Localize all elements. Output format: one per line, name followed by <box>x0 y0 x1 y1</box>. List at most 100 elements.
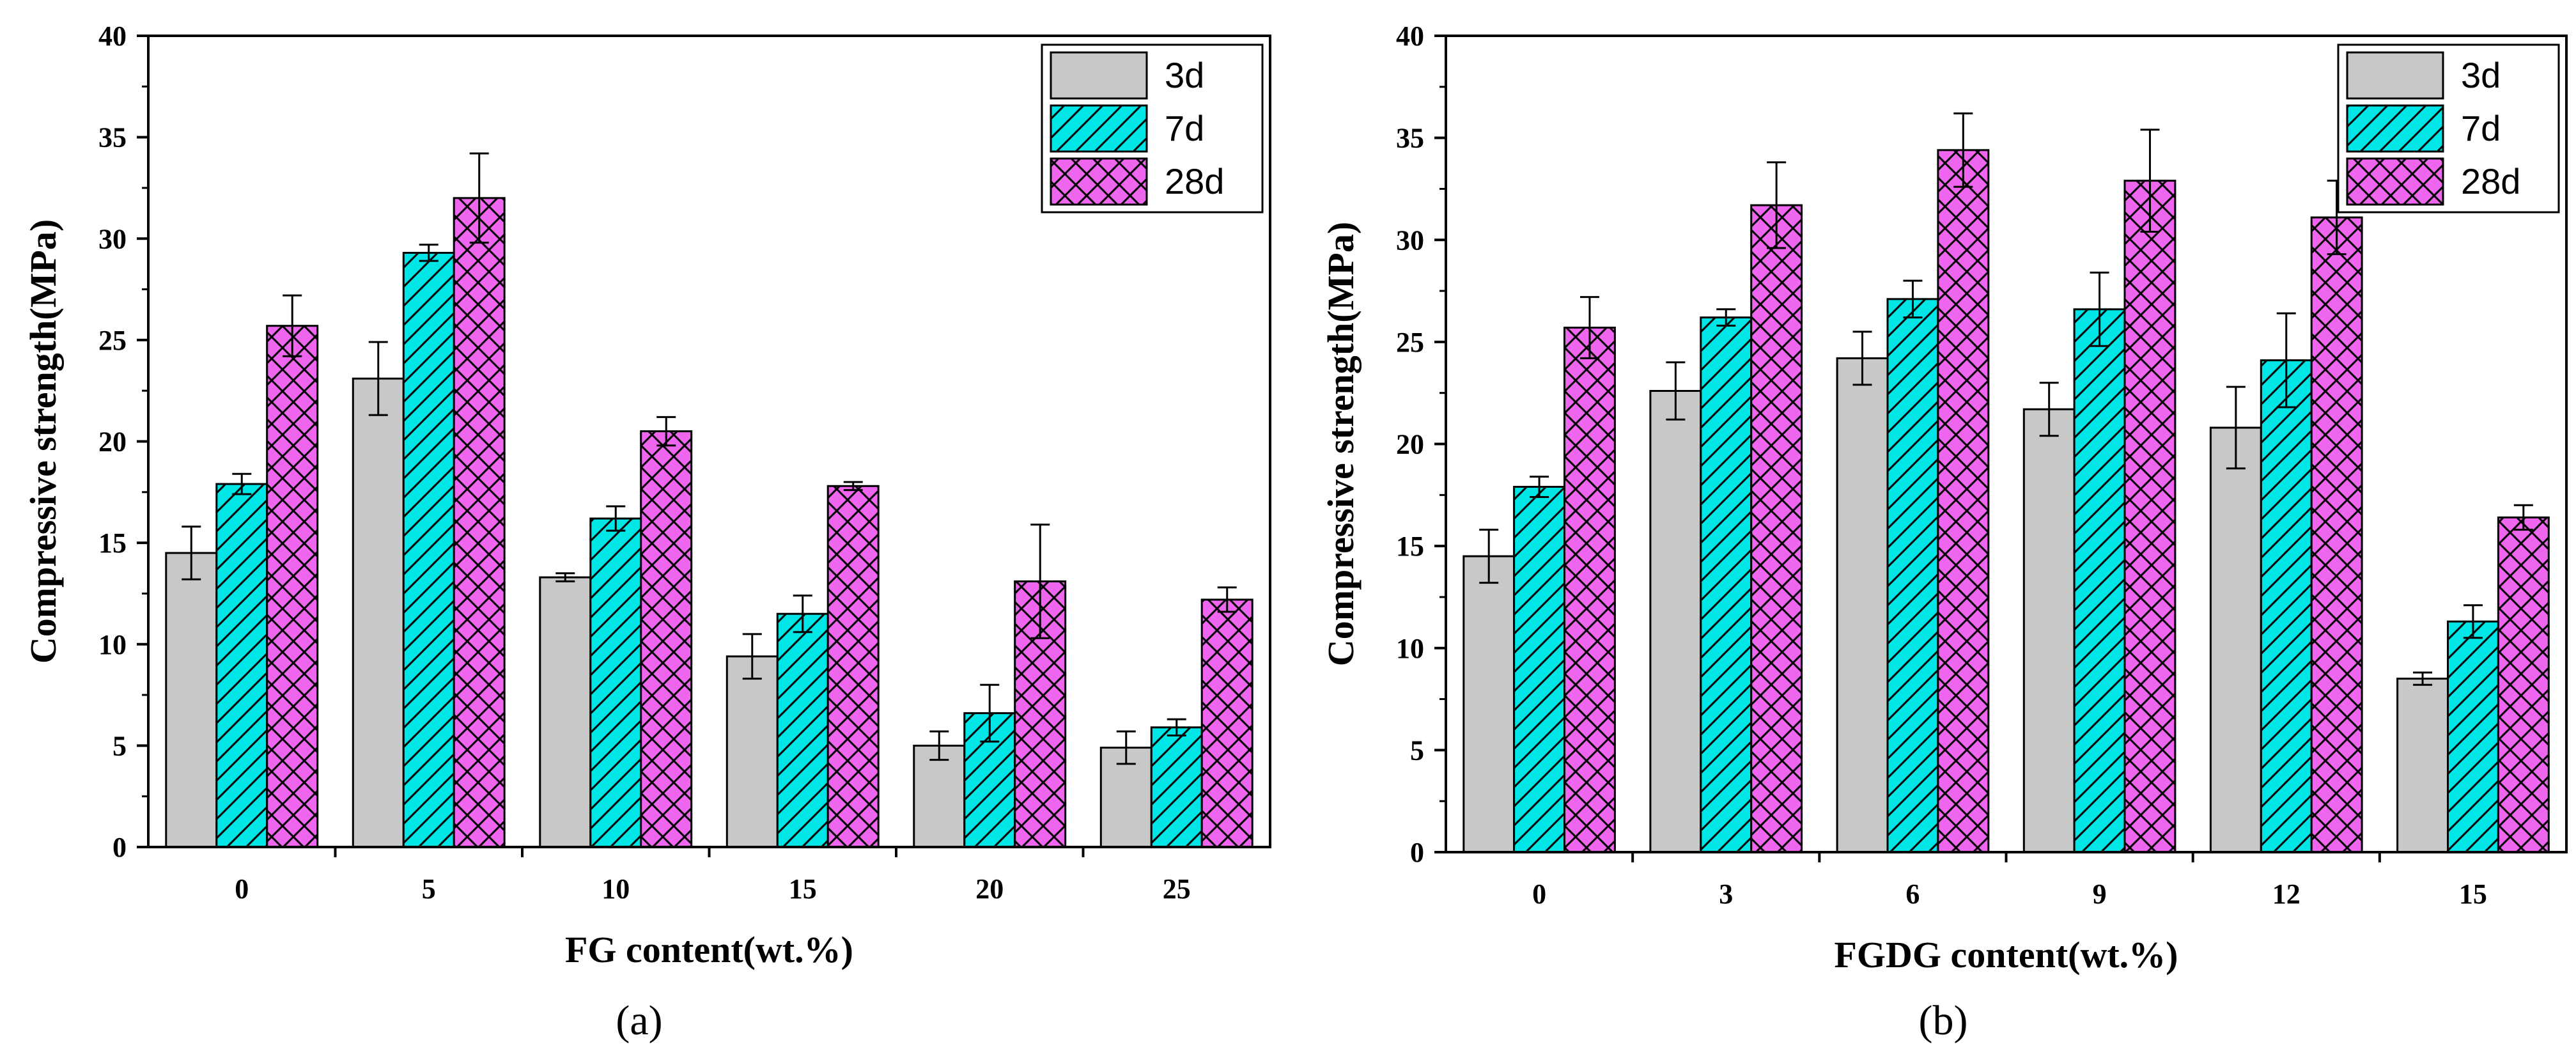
error-bar-3d-20 <box>929 730 949 761</box>
error-bar-3d-0 <box>1479 529 1499 584</box>
error-bar-28d-20 <box>1030 524 1050 639</box>
axes-layer <box>1434 35 2568 862</box>
y-tick-label: 5 <box>113 730 127 761</box>
bar-28d-25 <box>1200 598 1253 848</box>
error-bars-layer <box>1479 112 2533 686</box>
chart-panel-b: 0 5 10 15 20 25 30 35 40 0 3 6 9 12 15 3d 7d 28d FGDG c… <box>1320 20 2568 1044</box>
x-tick-label: 0 <box>235 873 249 905</box>
y-axis-label: Compressive strength(MPa) <box>22 219 64 664</box>
bar-7d-25 <box>1150 726 1203 848</box>
y-tick-label: 35 <box>98 122 127 153</box>
legend-swatch-28d <box>1050 157 1148 206</box>
error-bar-28d-3 <box>1767 161 1787 249</box>
bar-7d-0 <box>1513 486 1566 853</box>
bar-7d-9 <box>2073 308 2126 853</box>
bar-28d-0 <box>266 325 319 848</box>
panel-caption: (b) <box>1919 997 1968 1044</box>
bar-28d-10 <box>640 430 693 848</box>
y-tick-label: 25 <box>1396 327 1424 358</box>
x-tick-label: 20 <box>975 873 1004 905</box>
legend-label-7d: 7d <box>1165 108 1204 148</box>
error-bar-3d-5 <box>368 341 388 416</box>
error-bar-28d-0 <box>1579 296 1599 359</box>
y-tick-labels: 0 5 10 15 20 25 30 35 40 <box>1396 20 1424 868</box>
panel-caption: (a) <box>616 997 662 1044</box>
x-tick-label: 25 <box>1163 873 1191 905</box>
y-tick-label: 10 <box>98 629 127 660</box>
x-tick-label: 9 <box>2093 878 2107 910</box>
bar-3d-15 <box>2396 678 2449 853</box>
bar-7d-3 <box>1700 316 1753 853</box>
y-tick-label: 15 <box>1396 531 1424 562</box>
x-axis-label: FG content(wt.%) <box>565 929 853 970</box>
bar-28d-6 <box>1937 149 1990 853</box>
error-bar-28d-25 <box>1217 586 1237 613</box>
bar-7d-6 <box>1886 298 1939 853</box>
y-axis-label: Compressive strength(MPa) <box>1320 222 1362 666</box>
error-bar-7d-20 <box>980 683 1000 743</box>
error-bar-28d-15 <box>2513 504 2533 531</box>
error-bar-28d-5 <box>469 152 489 244</box>
error-bar-7d-10 <box>606 505 626 532</box>
legend-label-28d: 28d <box>1165 161 1224 201</box>
bar-3d-20 <box>913 744 966 848</box>
bar-7d-15 <box>776 612 829 848</box>
error-bar-7d-5 <box>419 244 438 262</box>
bar-3d-0 <box>1463 555 1516 853</box>
legend-swatch-7d <box>2346 104 2444 153</box>
bar-3d-9 <box>2022 408 2076 853</box>
bar-3d-10 <box>539 576 592 848</box>
error-bar-3d-12 <box>2226 385 2246 470</box>
error-bars-layer <box>182 152 1237 765</box>
legend-swatch-3d <box>1050 51 1148 100</box>
bar-7d-0 <box>215 483 268 848</box>
bar-3d-5 <box>352 377 405 848</box>
error-bar-28d-9 <box>2140 128 2160 233</box>
y-tick-label: 40 <box>1396 20 1424 52</box>
y-tick-label: 35 <box>1396 123 1424 154</box>
error-bar-28d-10 <box>656 416 676 447</box>
bar-3d-15 <box>725 655 779 848</box>
y-tick-label: 0 <box>1410 837 1424 868</box>
bar-28d-0 <box>1563 327 1616 853</box>
legend-label-3d: 3d <box>1165 55 1204 95</box>
error-bar-7d-15 <box>793 595 812 634</box>
error-bar-7d-9 <box>2090 271 2109 347</box>
bar-7d-15 <box>2447 620 2499 853</box>
legend-label-3d: 3d <box>2461 55 2501 95</box>
error-bar-28d-15 <box>843 481 863 492</box>
bars-layer <box>1463 149 2550 853</box>
bars-layer <box>165 197 1253 848</box>
x-tick-labels: 0 5 10 15 20 25 <box>235 873 1191 905</box>
y-tick-label: 0 <box>113 832 127 863</box>
error-bar-3d-9 <box>2039 382 2059 437</box>
bar-28d-9 <box>2123 180 2176 853</box>
legend-swatch-3d <box>2346 51 2444 100</box>
error-bar-7d-0 <box>1530 476 1549 499</box>
error-bar-7d-15 <box>2463 604 2483 639</box>
bar-3d-12 <box>2209 426 2262 853</box>
legend-swatch-28d <box>2346 157 2444 206</box>
x-tick-label: 15 <box>789 873 817 905</box>
y-tick-label: 30 <box>98 223 127 254</box>
y-tick-label: 5 <box>1410 735 1424 766</box>
error-bar-7d-3 <box>1716 308 1736 327</box>
legend-swatch-7d <box>1050 104 1148 153</box>
y-tick-label: 20 <box>98 426 127 458</box>
bar-28d-3 <box>1750 204 1803 853</box>
error-bar-3d-6 <box>1852 331 1872 386</box>
y-tick-label: 15 <box>98 527 127 559</box>
bar-7d-10 <box>589 517 642 848</box>
x-tick-label: 6 <box>1905 878 1920 910</box>
error-bar-28d-0 <box>283 294 302 357</box>
legend-label-7d: 7d <box>2461 108 2501 148</box>
error-bar-7d-25 <box>1167 718 1186 737</box>
axes-layer <box>137 35 1271 857</box>
error-bar-7d-12 <box>2276 312 2296 408</box>
legend: 3d 7d 28d <box>2337 43 2560 214</box>
x-tick-label: 15 <box>2459 878 2487 910</box>
error-bar-7d-0 <box>232 472 252 495</box>
y-tick-label: 10 <box>1396 633 1424 664</box>
x-tick-labels: 0 3 6 9 12 15 <box>1532 878 2487 910</box>
